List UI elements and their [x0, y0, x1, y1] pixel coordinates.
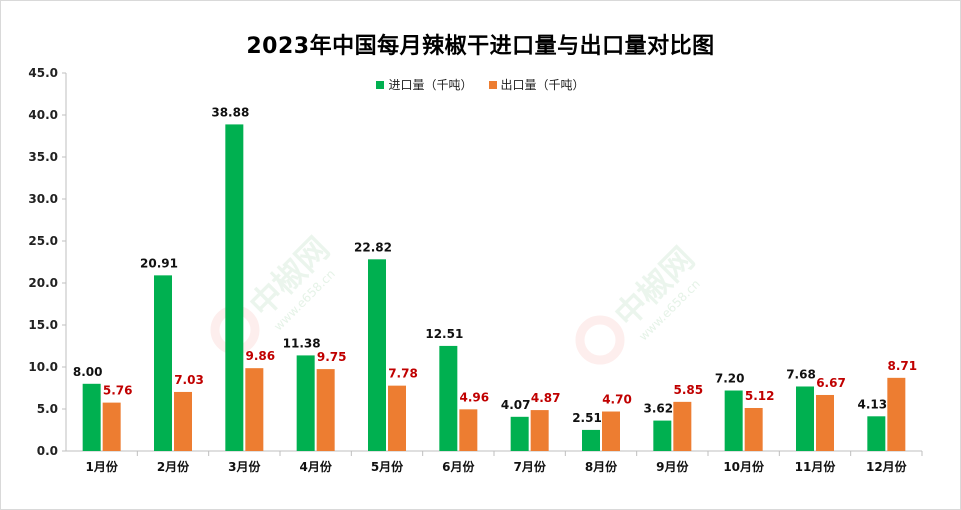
y-tick-label: 20.0	[28, 276, 58, 290]
y-tick-label: 40.0	[28, 108, 58, 122]
bar-export	[530, 410, 549, 451]
bars-group	[82, 124, 906, 452]
data-labels-group: 8.005.76 20.91 7.03 38.88 9.86 11.389.75 22.82…	[73, 105, 917, 425]
watermark-logo-icon	[210, 305, 260, 355]
chart-title: 2023年中国每月辣椒干进口量与出口量对比图	[246, 34, 715, 59]
data-label-import: 38.88	[211, 105, 249, 119]
bar-export	[887, 377, 906, 451]
data-label-export: 9.86	[246, 349, 276, 363]
bar-export	[816, 394, 834, 451]
legend-item-import: 进口量（千吨）	[376, 76, 473, 93]
legend-item-export: 出口量（千吨）	[488, 76, 585, 93]
legend-label-import: 进口量（千吨）	[388, 78, 473, 92]
bar-import	[368, 259, 386, 451]
bar-import	[439, 345, 458, 451]
x-category-label: 8月份	[585, 459, 618, 474]
bar-import	[582, 429, 600, 451]
x-category-label: 1月份	[85, 459, 118, 474]
data-label-export: 4.96	[460, 390, 490, 404]
bar-import	[154, 275, 172, 451]
bar-import	[796, 386, 814, 451]
bar-import	[653, 420, 672, 451]
bar-export	[316, 369, 335, 451]
data-label-export: 8.71	[888, 359, 918, 373]
data-label-export: 9.75	[317, 350, 347, 364]
data-label-import: 3.62	[644, 402, 674, 416]
y-tick-label: 45.0	[28, 66, 58, 80]
y-tick-label: 0.0	[37, 444, 58, 458]
data-label-export: 4.70	[602, 393, 632, 407]
x-category-label: 2月份	[157, 459, 190, 474]
x-category-label: 7月份	[513, 459, 546, 474]
data-label-import: 11.38	[283, 336, 321, 350]
bar-import	[225, 124, 244, 452]
data-label-import: 7.20	[715, 372, 745, 386]
data-label-export: 7.78	[388, 367, 418, 381]
data-label-import: 7.68	[786, 367, 816, 381]
bar-import	[724, 390, 743, 451]
bar-import	[296, 355, 315, 451]
data-label-export: 4.87	[531, 391, 561, 405]
bar-export	[459, 409, 478, 451]
chart-legend: 进口量（千吨） 出口量（千吨）	[0, 76, 961, 93]
bar-export	[245, 368, 264, 451]
data-label-export: 5.76	[103, 384, 133, 398]
bar-import	[510, 416, 529, 451]
legend-swatch-export	[488, 80, 497, 89]
data-label-import: 22.82	[354, 240, 392, 254]
legend-label-export: 出口量（千吨）	[500, 78, 585, 92]
bar-import	[82, 383, 101, 451]
data-label-import: 20.91	[140, 256, 178, 270]
y-tick-label: 15.0	[28, 318, 58, 332]
y-tick-label: 5.0	[37, 402, 58, 416]
y-tick-label: 30.0	[28, 192, 58, 206]
watermark-right: 中椒网 www.e658.cn	[575, 240, 703, 365]
data-label-export: 5.12	[745, 389, 775, 403]
bar-import	[867, 416, 886, 451]
x-category-label: 4月份	[299, 459, 332, 474]
x-category-label: 5月份	[371, 459, 404, 474]
x-category-label: 10月份	[723, 459, 765, 474]
bar-export	[744, 407, 763, 451]
legend-swatch-import	[376, 80, 385, 89]
x-category-label: 6月份	[442, 459, 475, 474]
bar-export	[673, 401, 692, 451]
data-label-export: 5.85	[674, 383, 704, 397]
y-tick-label: 25.0	[28, 234, 58, 248]
x-category-label: 12月份	[866, 459, 908, 474]
data-label-import: 2.51	[572, 411, 602, 425]
data-label-export: 6.67	[816, 376, 846, 390]
data-label-export: 7.03	[174, 373, 204, 387]
axes-group: 0.0 5.0 10.0 15.0 20.0 25.0 30.0 35.0 40.0 45.0 1月…	[28, 66, 923, 474]
data-label-import: 12.51	[425, 327, 463, 341]
bar-export	[174, 391, 192, 451]
y-tick-label: 35.0	[28, 150, 58, 164]
data-label-import: 4.13	[858, 397, 888, 411]
bar-export	[102, 402, 121, 451]
y-tick-label: 10.0	[28, 360, 58, 374]
x-category-label: 9月份	[656, 459, 689, 474]
bar-export	[602, 411, 620, 451]
x-category-label: 3月份	[228, 459, 261, 474]
data-label-import: 8.00	[73, 365, 103, 379]
x-category-label: 11月份	[795, 459, 837, 474]
data-label-import: 4.07	[501, 398, 531, 412]
bar-export	[388, 385, 406, 451]
watermark-logo-icon	[575, 315, 625, 365]
